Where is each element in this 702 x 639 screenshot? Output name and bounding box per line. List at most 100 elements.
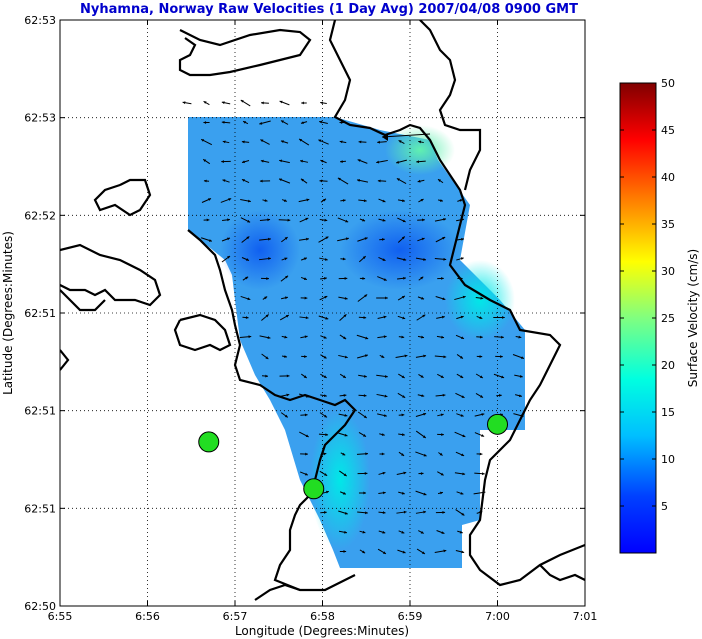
velocity-arrow-head [323,355,327,359]
velocity-arrow-head [227,218,230,222]
velocity-arrow-head [268,237,271,241]
velocity-arrow-head [320,101,324,105]
velocity-arrow-head [245,316,249,319]
radar-site-marker [303,478,325,500]
velocity-arrow-head [268,257,271,261]
velocity-arrow-head [241,160,245,164]
x-tick-label: 6:58 [310,610,335,623]
velocity-arrow-head [519,374,523,378]
coastline [60,20,585,601]
coastline-west [60,289,106,312]
velocity-arrow-head [402,395,406,398]
colorbar-tick-label: 10 [661,453,675,466]
velocity-arrow-head [382,530,386,534]
velocity-arrow-head [284,414,288,418]
velocity-arrow-head [518,335,522,339]
coastline-northeast [328,20,585,587]
velocity-arrow-head [303,277,307,280]
velocity-arrow-head [382,238,385,241]
velocity-arrow-head [323,452,327,456]
slow-zone-west [220,210,300,290]
velocity-arrow-head [382,258,386,261]
velocity-arrow-head [420,530,424,534]
velocity-arrow-head [401,335,405,339]
velocity-arrow-head [441,433,444,436]
velocity-arrow-head [423,354,427,358]
velocity-arrow-head [480,394,484,398]
velocity-arrow-head [401,530,405,534]
velocity-arrow-head [323,198,327,202]
velocity-arrow-head [383,414,387,417]
velocity-arrow-head [501,375,505,379]
velocity-arrow-head [284,335,288,339]
velocity-arrow-head [342,375,346,378]
velocity-arrow-head [421,551,425,554]
velocity-arrow-head [301,101,304,105]
velocity-arrow-head [365,511,368,515]
velocity-arrow-head [228,198,232,201]
velocity-arrow-head [247,297,251,301]
velocity-arrow-head [319,120,323,124]
coastline-southeast [539,564,585,582]
velocity-arrow-head [241,179,245,182]
velocity-arrow-head [323,511,327,514]
velocity-arrow-head [344,277,348,280]
velocity-arrow-head [279,100,283,104]
colorbar-tick-label: 15 [661,406,675,419]
velocity-arrow-head [300,159,303,163]
velocity-arrow-head [402,199,405,203]
velocity-arrow-head [325,236,329,240]
velocity-arrow-head [342,257,346,261]
velocity-arrow-head [459,530,463,534]
x-axis-label: Longitude (Degrees:Minutes) [235,624,409,638]
velocity-arrow-head [227,237,230,241]
velocity-arrow-head [303,257,307,261]
velocity-arrow-head [383,335,387,339]
velocity-arrow-head [404,354,408,358]
velocity-arrow-head [500,355,503,358]
velocity-arrow-head [306,198,310,202]
velocity-arrow-head [357,179,360,182]
velocity-arrow-head [423,453,427,457]
velocity-arrow-head [221,120,225,124]
velocity-arrow-head [421,335,424,339]
velocity-arrow-head [460,315,464,319]
velocity-arrow-head [441,277,444,280]
velocity-arrow-head [461,453,465,457]
x-axis: 6:55 6:56 6:57 6:58 6:59 7:00 7:01 [48,20,597,623]
velocity-arrow-head [440,472,444,476]
velocity-arrow-head [461,395,465,398]
velocity-arrow-head [479,316,483,319]
colorbar-label: Surface Velocity (cm/s) [686,249,700,387]
velocity-arrow-head [480,296,484,300]
velocity-arrow-head [439,491,443,495]
velocity-arrow-head [279,178,283,182]
colorbar-tick-label: 40 [661,171,675,184]
velocity-arrow-head [401,236,405,240]
colorbar-tick-label: 5 [661,500,668,513]
velocity-arrow-head [440,375,444,378]
slow-zone-center [340,210,460,290]
velocity-arrow-head [363,394,367,398]
velocity-arrow-head [323,335,327,339]
velocity-arrow-head [241,140,245,144]
velocity-arrow-head [521,356,524,359]
velocity-arrow-head [365,336,369,340]
velocity-arrow-head [382,218,386,222]
velocity-arrow-head [247,219,251,223]
velocity-arrow-head [260,159,264,163]
velocity-arrow-head [365,452,369,456]
velocity-arrow-head [280,120,284,124]
velocity-arrow-head [304,472,308,476]
velocity-arrow-head [383,315,387,319]
velocity-arrow-head [401,375,405,378]
velocity-arrow-head [247,199,251,203]
velocity-arrow-head [246,236,250,240]
velocity-arrow-head [324,276,327,280]
velocity-arrow-head [261,101,264,105]
velocity-arrow-head [420,199,424,202]
velocity-arrow-head [403,510,407,514]
velocity-arrow-head [304,296,308,300]
